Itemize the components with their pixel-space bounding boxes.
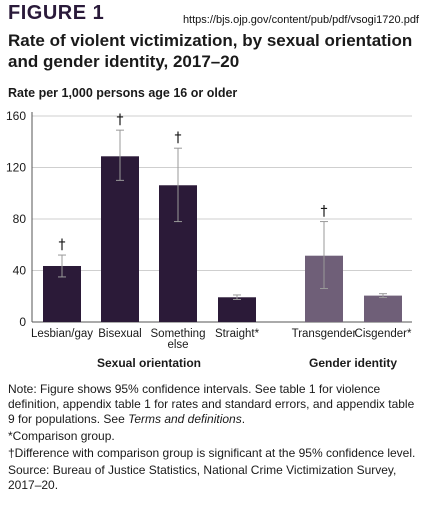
group-label: Gender identity: [309, 356, 397, 370]
x-tick-label: Straight*: [215, 328, 260, 340]
bar: [101, 156, 139, 322]
x-tick-label: else: [167, 339, 188, 351]
y-tick-label: 40: [13, 264, 27, 278]
y-axis-label: Rate per 1,000 persons age 16 or older: [8, 86, 238, 100]
y-tick-label: 0: [19, 315, 26, 329]
significance-mark: †: [175, 130, 182, 146]
source-note: Source: Bureau of Justice Statistics, Na…: [8, 463, 397, 492]
y-tick-label: 80: [13, 212, 27, 226]
x-tick-label: Bisexual: [98, 328, 141, 340]
source-url[interactable]: https://bjs.ojp.gov/content/pub/pdf/vsog…: [182, 14, 419, 26]
y-tick-label: 120: [6, 161, 26, 175]
significance-mark: †: [321, 204, 328, 220]
comparison-note: *Comparison group.: [8, 429, 115, 443]
y-tick-label: 160: [6, 109, 26, 123]
bar: [364, 295, 402, 322]
x-tick-label: Lesbian/gay: [31, 328, 93, 340]
significance-note: †Difference with comparison group is sig…: [8, 446, 416, 460]
note-italic: Terms and definitions: [128, 412, 242, 426]
bar-chart: 0 40 80 120 160 † Lesbian/gay † Bisexual † Somethi…: [6, 109, 412, 370]
significance-mark: †: [59, 237, 66, 253]
significance-mark: †: [117, 112, 124, 128]
figure-label: FIGURE 1: [8, 2, 105, 24]
note-text: Note: Figure shows 95% confidence interv…: [8, 382, 415, 426]
x-tick-label: Cisgender*: [355, 328, 412, 340]
group-label: Sexual orientation: [97, 356, 201, 370]
x-tick-label: Something: [151, 328, 206, 340]
chart-notes: Note: Figure shows 95% confidence interv…: [8, 382, 420, 495]
x-tick-label: Transgender: [292, 328, 357, 340]
chart-title: Rate of violent victimization, by sexual…: [8, 31, 413, 71]
bar: [218, 297, 256, 322]
